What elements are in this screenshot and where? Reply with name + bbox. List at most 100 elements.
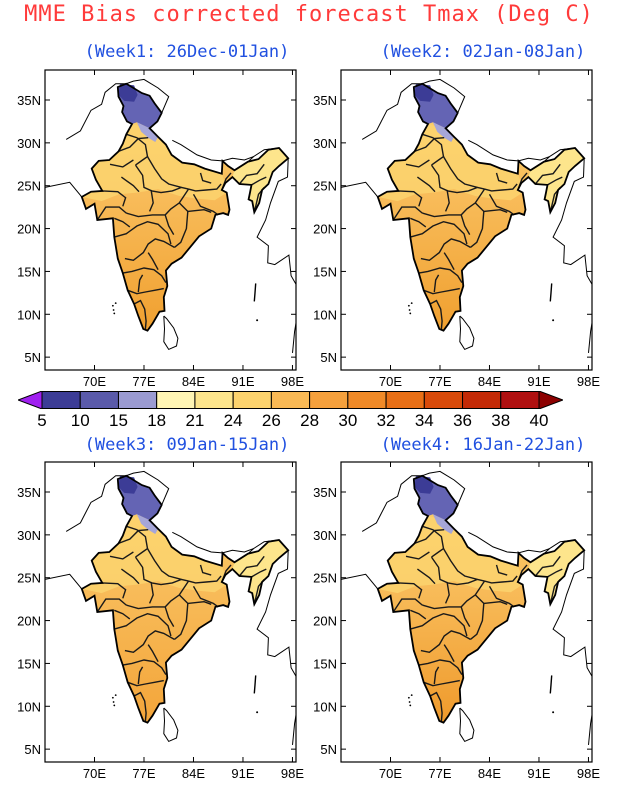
country-boundary xyxy=(361,475,423,532)
state-boundary xyxy=(188,575,222,584)
state-boundary xyxy=(122,267,167,283)
state-boundary xyxy=(495,172,508,184)
state-boundary xyxy=(188,183,222,192)
state-boundary xyxy=(398,190,423,207)
country-boundary xyxy=(341,573,379,590)
state-boundary xyxy=(416,568,436,585)
country-boundary xyxy=(422,470,466,506)
lakshadweep-island xyxy=(409,312,412,315)
lakshadweep-island xyxy=(408,701,411,703)
state-boundary xyxy=(547,568,563,578)
andaman-islands xyxy=(253,283,257,302)
lat-label: 5N xyxy=(24,742,41,757)
lat-label: 5N xyxy=(24,350,41,365)
lat-label: 35N xyxy=(313,93,337,108)
state-boundary xyxy=(114,217,131,228)
state-boundary xyxy=(410,612,468,637)
lon-label: 84E xyxy=(182,766,205,781)
country-boundary xyxy=(468,531,576,554)
state-boundary xyxy=(484,575,518,584)
lat-label: 10N xyxy=(17,307,41,322)
panel-title-week4: (Week4: 16Jan-22Jan) xyxy=(380,435,586,455)
state-boundary xyxy=(483,600,508,605)
colorbar-labels: 5 10 15 18 21 24 26 28 30 32 34 36 38 40 xyxy=(0,411,618,433)
country-boundary xyxy=(65,83,127,140)
country-boundary xyxy=(163,315,179,351)
country-boundary xyxy=(163,707,179,743)
lat-label: 15N xyxy=(313,656,337,671)
lakshadweep-island xyxy=(111,304,114,307)
nepal-blank xyxy=(165,532,223,566)
andaman-islands xyxy=(549,283,553,302)
lon-label: 84E xyxy=(478,374,501,389)
country-boundary xyxy=(459,707,475,743)
colorbar xyxy=(16,390,565,413)
lon-label: 77E xyxy=(132,766,155,781)
lakshadweep-island xyxy=(114,694,117,697)
map-svg: 35N 30N 25N 20N 15N 10N 5N 70E 77E 84E 91E 98E xyxy=(313,69,600,389)
country-boundary xyxy=(256,158,296,285)
colorbar-label: 5 xyxy=(37,411,47,430)
country-boundary xyxy=(341,181,379,198)
himachal-field xyxy=(432,514,455,534)
state-boundary xyxy=(147,644,159,663)
state-boundary xyxy=(118,137,149,153)
state-boundary xyxy=(133,691,147,721)
colorbar-swatch xyxy=(500,391,540,409)
map-svg: 35N 30N 25N 20N 15N 10N 5N 70E 77E 84E 91E 98E xyxy=(313,461,600,781)
state-boundary xyxy=(416,176,436,193)
state-boundary xyxy=(460,606,471,627)
state-boundary xyxy=(148,189,154,212)
lon-label: 98E xyxy=(281,766,304,781)
map-panel-week1: 35N 30N 25N 20N 15N 10N 5N 70E 77E 84E 91E 98E xyxy=(0,69,304,400)
state-boundary xyxy=(187,600,212,605)
state-boundary xyxy=(102,582,127,599)
state-boundary xyxy=(146,156,189,190)
state-boundary xyxy=(444,189,450,212)
state-boundary xyxy=(192,193,219,216)
lat-label: 20N xyxy=(313,614,337,629)
lakshadweep-island xyxy=(112,309,115,311)
state-boundary xyxy=(418,659,463,675)
state-boundary xyxy=(414,529,445,545)
map-frame xyxy=(44,69,297,371)
colorbar-label: 38 xyxy=(491,411,511,430)
state-boundary xyxy=(127,287,164,295)
lat-label: 25N xyxy=(17,571,41,586)
india-outline xyxy=(376,82,586,332)
figure-title: MME Bias corrected forecast Tmax (Deg C) xyxy=(24,2,594,27)
lakshadweep-island xyxy=(407,696,410,699)
lakshadweep-island xyxy=(113,704,116,707)
lon-label: 70E xyxy=(83,766,106,781)
state-boundary xyxy=(173,594,189,640)
lakshadweep-island xyxy=(114,302,117,305)
state-boundary xyxy=(192,585,219,608)
lon-label: 91E xyxy=(527,766,550,781)
colorbar-label: 26 xyxy=(261,411,281,430)
colorbar-swatch xyxy=(79,391,119,409)
state-boundary xyxy=(423,287,460,295)
colorbar-swatch xyxy=(385,391,425,409)
lon-label: 70E xyxy=(83,374,106,389)
lat-label: 10N xyxy=(313,699,337,714)
nepal-blank xyxy=(461,532,519,566)
bhutan-boundary xyxy=(530,156,550,171)
lat-label: 5N xyxy=(320,742,337,757)
state-boundary xyxy=(405,551,430,560)
state-boundary xyxy=(460,214,471,235)
country-boundary xyxy=(552,158,592,285)
himachal-field xyxy=(136,122,159,142)
state-boundary xyxy=(114,609,131,620)
state-boundary xyxy=(124,238,175,262)
state-boundary xyxy=(133,299,147,329)
state-boundary xyxy=(120,176,140,193)
map-frame xyxy=(340,461,593,763)
state-boundary xyxy=(96,206,127,221)
colorbar-label: 40 xyxy=(529,411,549,430)
lakshadweep-island xyxy=(112,701,115,703)
colorbar-label: 15 xyxy=(108,411,128,430)
nepal-blank xyxy=(461,140,519,174)
lat-label: 25N xyxy=(313,179,337,194)
state-boundary xyxy=(410,217,427,228)
lakshadweep-island xyxy=(410,694,413,697)
